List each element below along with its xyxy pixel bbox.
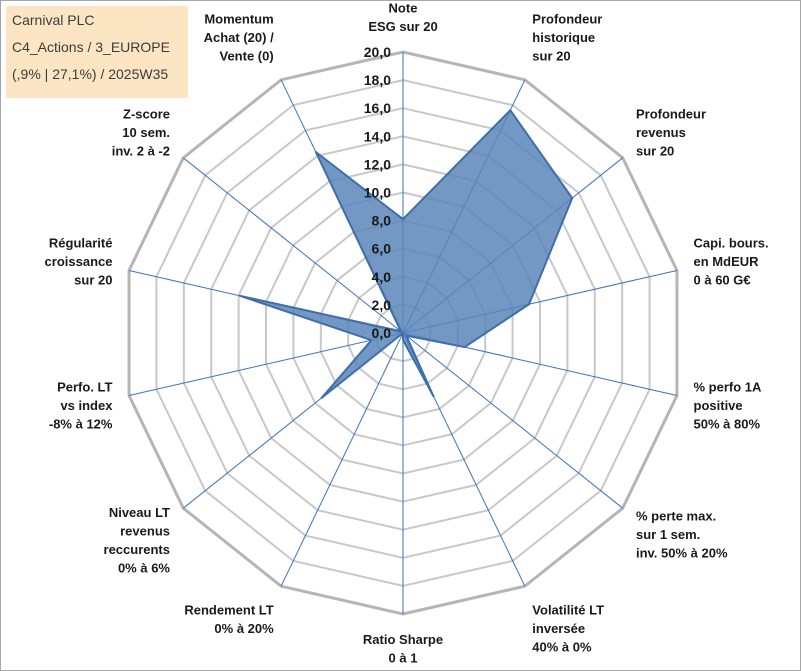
header-line-3: (,9% | 27,1%) / 2025W35 xyxy=(12,66,169,82)
data-point xyxy=(321,397,323,399)
axis-spoke xyxy=(402,332,624,509)
axis-label: Momentum Achat (20) / Vente (0) xyxy=(204,12,274,64)
axis-spoke xyxy=(128,332,404,397)
tick-label: 2,0 xyxy=(372,297,392,313)
data-point xyxy=(402,332,404,334)
axis-label-line: positive xyxy=(694,398,743,413)
axis-label-line: Ratio Sharpe xyxy=(363,632,443,647)
axis-label-line: historique xyxy=(532,30,595,45)
axis-label: Profondeur revenus sur 20 xyxy=(636,106,706,158)
axis-label-line: sur 20 xyxy=(74,273,112,288)
data-point xyxy=(432,395,435,397)
axis-label-line: sur 1 sem. xyxy=(636,527,700,542)
tick-label: 12,0 xyxy=(364,156,391,172)
tick-label: 4,0 xyxy=(372,269,392,285)
data-point xyxy=(402,218,404,220)
axis-label-line: inv. 50% à 20% xyxy=(636,546,728,561)
tick-label: 0,0 xyxy=(372,325,392,341)
axis-label-line: Perfo. LT xyxy=(57,379,112,394)
axis-label-line: ESG sur 20 xyxy=(368,19,437,34)
data-point xyxy=(402,339,404,341)
axis-label-line: Niveau LT xyxy=(109,505,170,520)
header-line-1: Carnival PLC xyxy=(12,12,95,28)
data-point xyxy=(509,109,511,111)
axis-label-line: 0 à 1 xyxy=(389,651,418,666)
axis-label-line: vs index xyxy=(60,398,113,413)
axis-label-line: 0 à 60 G€ xyxy=(694,273,751,288)
tick-label: 20,0 xyxy=(364,44,391,60)
axis-label: Perfo. LT vs index -8% à 12% xyxy=(49,379,113,431)
axis-label-line: revenus xyxy=(120,524,170,539)
data-point xyxy=(400,330,402,332)
data-point xyxy=(464,346,466,348)
tick-label: 18,0 xyxy=(364,72,391,88)
axis-label: % perte max. sur 1 sem. inv. 50% à 20% xyxy=(636,509,728,561)
axis-label-line: Note xyxy=(389,1,418,16)
axis-label-line: 40% à 0% xyxy=(532,639,592,654)
axis-spoke xyxy=(280,332,404,587)
axis-label-line: Rendement LT xyxy=(184,602,273,617)
axis-label-line: revenus xyxy=(636,125,686,140)
axis-label-line: Vente (0) xyxy=(220,49,274,64)
data-point xyxy=(239,295,241,297)
axis-label: % perfo 1A positive 50% à 80% xyxy=(694,379,763,431)
axis-label: Ratio Sharpe 0 à 1 xyxy=(363,632,443,666)
data-point xyxy=(571,197,573,199)
axis-label-line: 50% à 80% xyxy=(694,416,761,431)
axis-label-line: % perte max. xyxy=(636,509,716,524)
axis-label: Profondeur historique sur 20 xyxy=(532,12,602,64)
axis-label-line: 0% à 6% xyxy=(118,561,170,576)
tick-label: 10,0 xyxy=(364,185,391,201)
header-line-2: C4_Actions / 3_EUROPE xyxy=(12,39,170,55)
axis-label: Régularité croissance sur 20 xyxy=(45,236,113,288)
axis-label-line: Capi. bours. xyxy=(694,236,769,251)
axis-label: Rendement LT 0% à 20% xyxy=(184,602,274,636)
tick-labels: 0,0 2,0 4,0 6,0 8,0 10,0 12,0 14,0 16,0 18,0 20,0 xyxy=(364,44,391,341)
axis-label-line: Volatilité LT xyxy=(532,602,604,617)
axis-label-line: Achat (20) / xyxy=(204,30,274,45)
data-point xyxy=(370,339,373,341)
axis-label-line: -8% à 12% xyxy=(49,416,113,431)
axis-label-line: 10 sem. xyxy=(122,125,170,140)
axis-label: Note ESG sur 20 xyxy=(368,1,437,35)
tick-label: 6,0 xyxy=(372,241,392,257)
axis-label: Niveau LT revenus reccurents 0% à 6% xyxy=(104,505,171,576)
tick-label: 8,0 xyxy=(372,213,392,229)
axis-label-line: inversée xyxy=(532,621,585,636)
data-point xyxy=(315,151,317,153)
axis-label-line: sur 20 xyxy=(532,49,570,64)
axis-label-line: Z-score xyxy=(123,106,170,121)
axis-label-line: 0% à 20% xyxy=(214,621,274,636)
axis-label: Capi. bours. en MdEUR 0 à 60 G€ xyxy=(694,236,769,288)
axis-label-line: Profondeur xyxy=(532,12,602,27)
chart-header-box: Carnival PLC C4_Actions / 3_EUROPE (,9% … xyxy=(6,6,188,98)
axis-label-line: en MdEUR xyxy=(694,254,760,269)
axis-label-line: Profondeur xyxy=(636,106,706,121)
data-point xyxy=(528,303,530,305)
axis-labels: Note ESG sur 20 Profondeur historique sur 20… xyxy=(45,1,769,666)
tick-label: 16,0 xyxy=(364,100,391,116)
axis-label-line: reccurents xyxy=(104,542,170,557)
tick-label: 14,0 xyxy=(364,128,391,144)
axis-label-line: % perfo 1A xyxy=(694,379,763,394)
axis-label-line: inv. 2 à -2 xyxy=(112,143,170,158)
axis-label: Z-score 10 sem. inv. 2 à -2 xyxy=(112,106,170,158)
axis-spoke xyxy=(182,157,404,334)
axis-label-line: sur 20 xyxy=(636,143,674,158)
axis-label-line: croissance xyxy=(45,254,113,269)
data-point xyxy=(405,335,407,337)
axis-label-line: Momentum xyxy=(204,12,273,27)
axis-label: Volatilité LT inversée 40% à 0% xyxy=(532,602,604,654)
axis-label-line: Régularité xyxy=(49,236,113,251)
